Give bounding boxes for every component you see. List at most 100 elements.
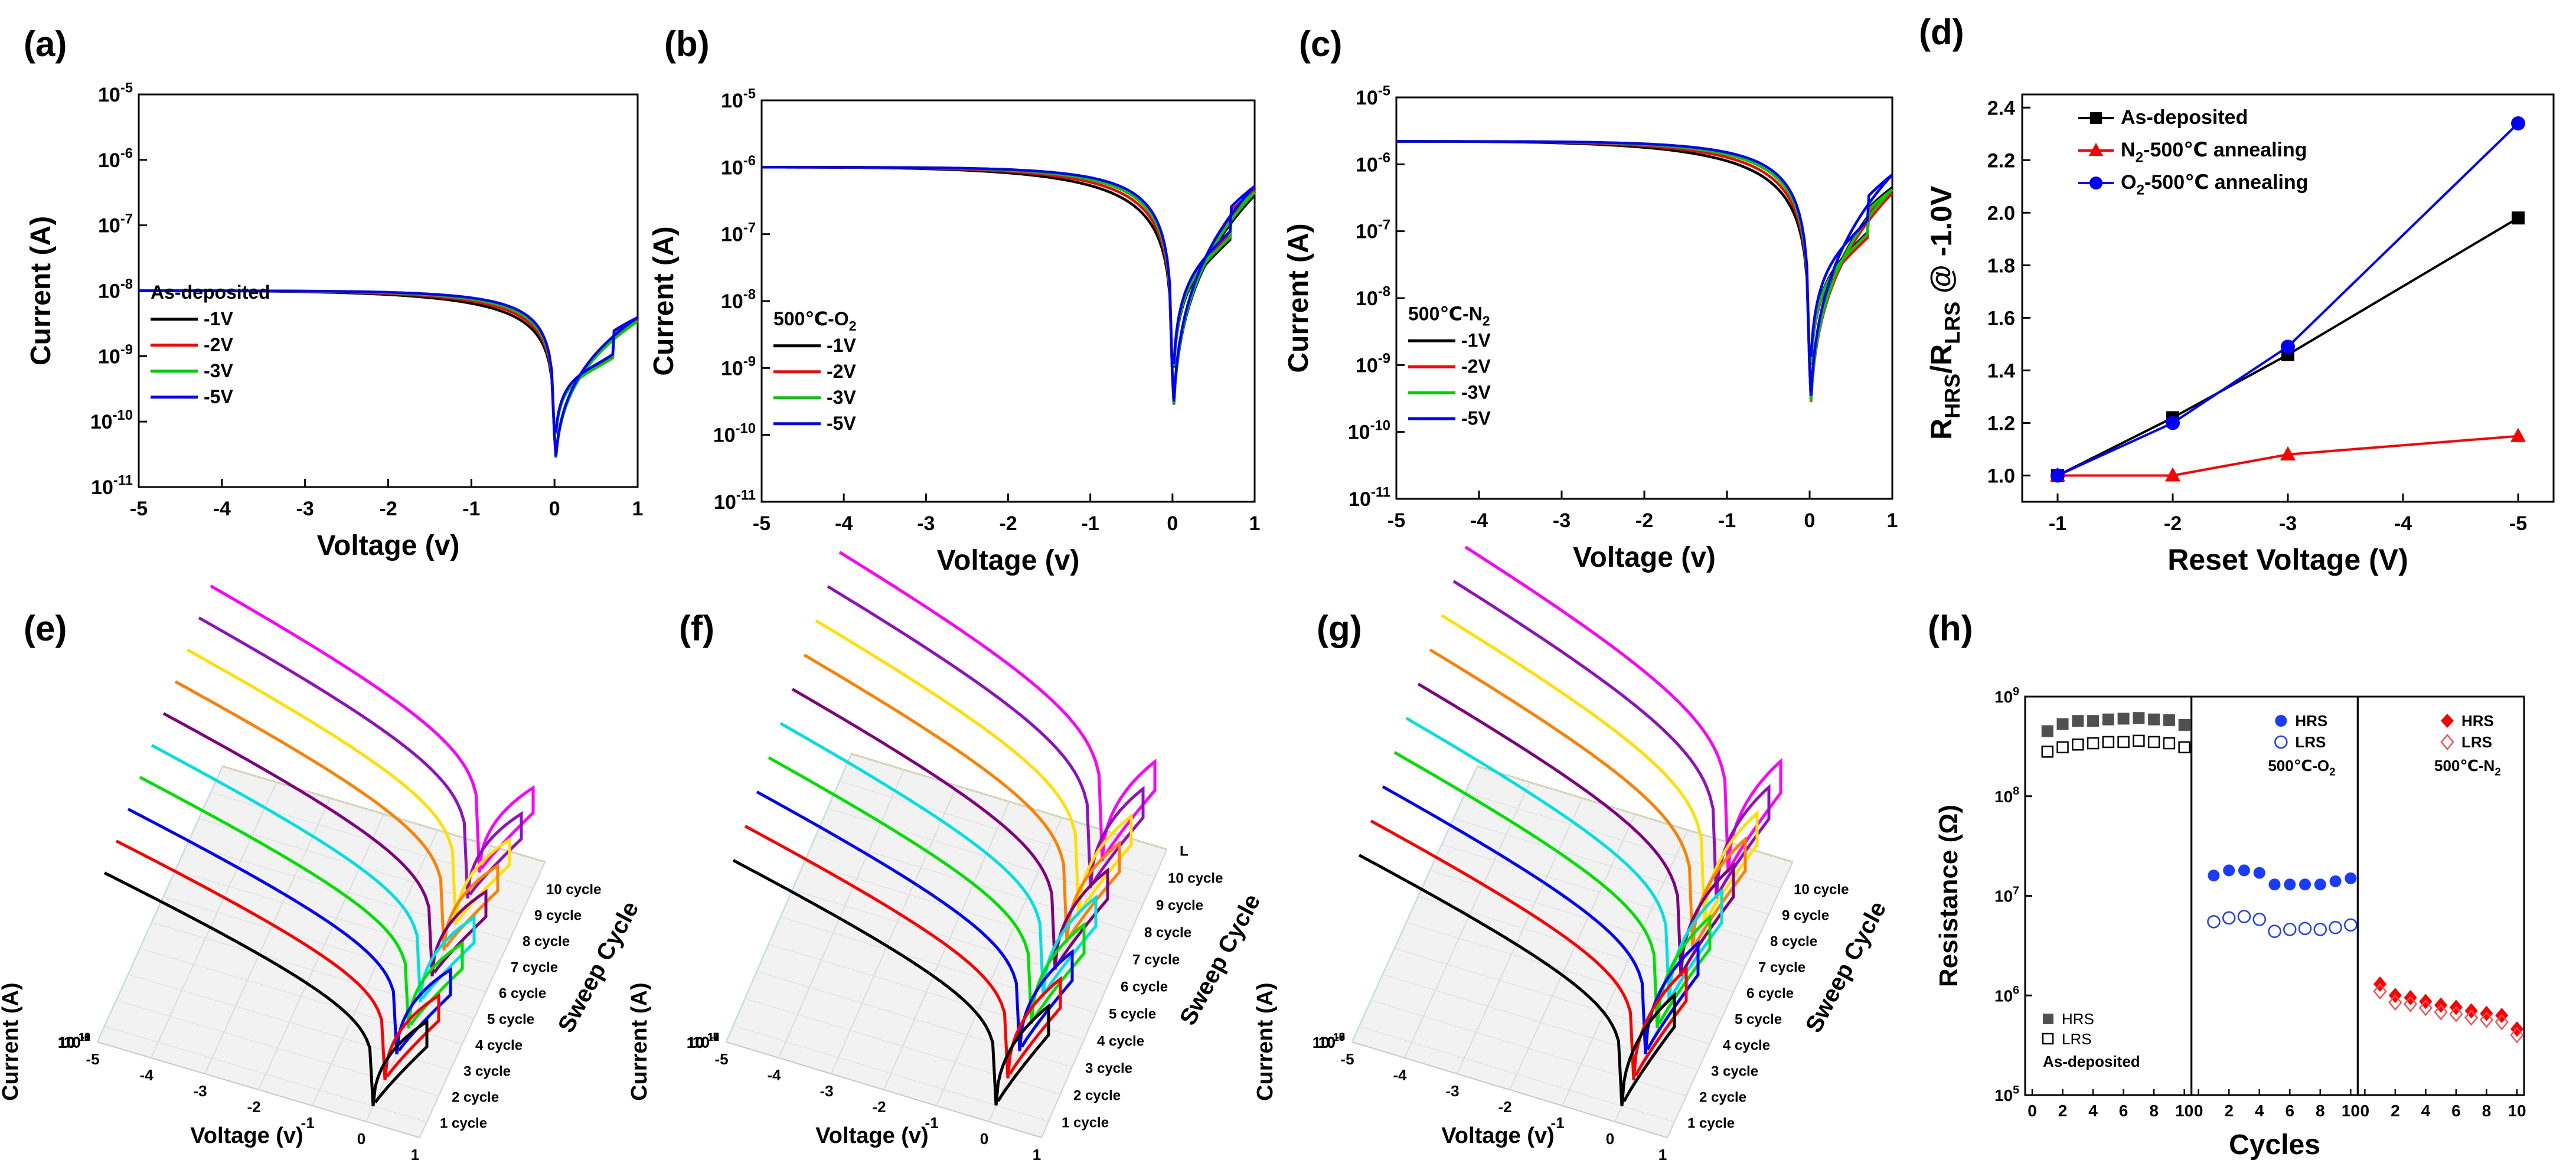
hrs-point: [2253, 867, 2265, 879]
x-tick-label: -3: [296, 498, 314, 520]
legend-label: O2-500℃ annealing: [2121, 171, 2308, 198]
lrs-point: [2434, 1004, 2448, 1021]
x-tick-label: -4: [1393, 1066, 1407, 1084]
x-tick-label: -4: [139, 1066, 154, 1084]
y-tick-label: 10-9: [721, 354, 756, 380]
y-tick-label: 10-8: [64, 1031, 90, 1051]
y-axis-label: Current (A): [1253, 982, 1278, 1101]
x-tick-label: -3: [1553, 509, 1571, 532]
lrs-point: [2252, 913, 2266, 926]
x-tick-label: -1: [2049, 512, 2066, 535]
x-tick-label: 0: [2028, 1102, 2037, 1120]
cycle-curve-3: [127, 808, 452, 1054]
y-tick-label: 105: [1994, 1083, 2019, 1105]
cycle-label: 6 cycle: [1121, 979, 1168, 995]
series-line-neg5V: [139, 289, 639, 457]
cycle-label: 6 cycle: [1746, 986, 1794, 1002]
y-tick-label: 10-9: [1318, 1031, 1345, 1051]
hrs-point: [2284, 878, 2296, 891]
cycle-label: 5 cycle: [1735, 1012, 1782, 1028]
x-tick-label: 10: [2342, 1102, 2360, 1120]
y-axis-label: Resistance (Ω): [1934, 805, 1963, 987]
cycle-label: 8 cycle: [523, 934, 570, 950]
hrs-point: [2345, 872, 2357, 884]
lrs-point: [2237, 910, 2251, 923]
legend-label: -2V: [1461, 355, 1491, 377]
lrs-point: [2222, 911, 2236, 925]
panel-label-e: (e): [24, 609, 67, 648]
data-point: [2051, 468, 2065, 483]
lrs-point: [2329, 921, 2342, 935]
lrs-point: [2102, 736, 2115, 749]
hrs-point: [2102, 713, 2114, 726]
legend-label: -1V: [1461, 329, 1491, 351]
cycle-label: 3 cycle: [1085, 1060, 1132, 1076]
legend-label: LRS: [2461, 733, 2492, 751]
legend-label: -5V: [827, 413, 856, 434]
legend-label: N2-500℃ annealing: [2121, 139, 2307, 166]
hrs-point: [2087, 715, 2100, 727]
y-tick-label: 10-7: [98, 211, 133, 237]
x-tick-label: -3: [193, 1082, 207, 1100]
x-tick-label: -1: [1082, 512, 1099, 535]
x-tick-label: 0: [357, 1130, 365, 1148]
x-tick-label: 4: [2255, 1102, 2264, 1120]
cycle-curve-6: [791, 688, 1109, 970]
x-tick-label: -2: [247, 1098, 260, 1116]
legend-label: -2V: [827, 361, 856, 382]
cycle-label: 2 cycle: [1699, 1090, 1746, 1106]
x-tick-label: -5: [1387, 509, 1405, 532]
legend-marker: [2089, 143, 2103, 156]
cycle-curve-2: [115, 839, 440, 1080]
cycle-curve-4: [139, 776, 464, 1028]
y-tick-label: 1.4: [1987, 360, 2015, 382]
x-tick-label: 1: [1033, 1146, 1041, 1164]
cycle-curve-3: [756, 790, 1074, 1051]
chart-c: -5 -4 -3 -2 -1 0 1 10-11 10-10 10-9 10-8 10-7 10-6 10…: [1283, 83, 1898, 573]
legend-title: 500℃-N2: [1408, 303, 1490, 328]
cycle-label: 4 cycle: [1723, 1038, 1770, 1054]
series-line: [2058, 434, 2519, 477]
y-tick-label: 2.0: [1987, 202, 2015, 224]
cycle-label: 9 cycle: [534, 908, 582, 924]
cycle-label: 10 cycle: [1794, 882, 1849, 898]
legend-label: -3V: [827, 387, 856, 408]
y-tick-label: 10-6: [1318, 1031, 1345, 1051]
data-point: [2280, 446, 2296, 460]
x-tick-label: 1: [1658, 1146, 1667, 1164]
legend-marker: [2089, 177, 2102, 189]
x-tick-label: 6: [2285, 1102, 2294, 1120]
x-tick-label: -5: [714, 1050, 728, 1068]
grid-line: [151, 782, 277, 1058]
x-tick-label: -3: [917, 512, 935, 535]
lrs-point: [2056, 741, 2069, 754]
x-tick-label: -3: [820, 1082, 833, 1100]
cycle-curve-6: [1417, 682, 1735, 976]
lrs-point: [2510, 1027, 2524, 1044]
cycle-curve-7: [803, 654, 1121, 943]
x-tick-label: 4: [2421, 1102, 2431, 1120]
lrs-point: [2041, 746, 2054, 758]
lrs-point: [2147, 736, 2160, 749]
cycle-label: 1 cycle: [1687, 1116, 1735, 1132]
legend-label: HRS: [2062, 1010, 2094, 1028]
data-point: [2511, 116, 2525, 130]
grid-line: [1457, 798, 1583, 1074]
y-tick-label: 10-8: [693, 1031, 719, 1051]
grid-line: [97, 766, 223, 1042]
cycle-curve-10: [210, 584, 535, 873]
x-tick-label: 1: [1249, 512, 1261, 535]
y-tick-label: 10-11: [91, 473, 133, 499]
lrs-point: [2404, 995, 2418, 1012]
cycle-curve-1: [1358, 854, 1676, 1106]
cycle-label: 5 cycle: [1109, 1006, 1156, 1022]
y-tick-label: 10-9: [98, 342, 133, 368]
cycle-label: 8 cycle: [1144, 924, 1191, 940]
cycle-label: 3 cycle: [1711, 1064, 1758, 1080]
x-tick-label: -2: [379, 498, 397, 520]
x-tick-label: -4: [767, 1066, 781, 1084]
cycle-label: L: [1180, 843, 1189, 859]
legend-marker: [2274, 735, 2288, 749]
legend-label: -1V: [827, 335, 856, 356]
